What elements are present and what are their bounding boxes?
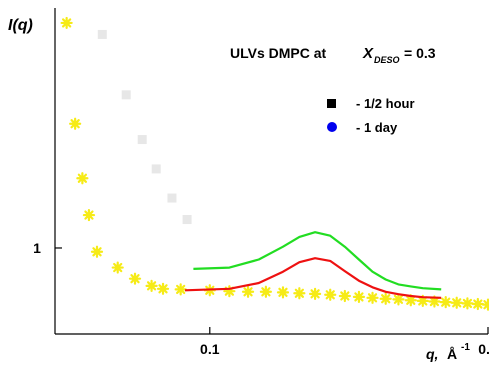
data-point-one-day: [76, 172, 89, 185]
data-point-one-day: [439, 296, 452, 309]
data-point-one-day: [90, 245, 104, 258]
chart-title-variable: X: [362, 45, 374, 62]
data-point-one-day: [174, 283, 187, 296]
data-point-one-day: [338, 289, 351, 303]
data-point-one-day: [69, 117, 82, 130]
data-point-one-day: [145, 279, 158, 292]
chart-title: ULVs DMPC at X DESO = 0.3: [230, 45, 436, 65]
data-point-one-day: [404, 294, 417, 307]
fit-curve-green: [193, 231, 442, 291]
data-point-one-day: [461, 297, 474, 310]
data-point-half-hour: [137, 135, 147, 145]
legend-marker-one-day: [327, 122, 337, 132]
data-point-one-day: [471, 297, 484, 311]
y-tick-label: 1: [33, 240, 41, 256]
data-point-half-hour: [167, 193, 177, 203]
x-axis-label-main: q,: [426, 346, 438, 362]
data-point-one-day: [352, 290, 366, 304]
data-marks: [60, 16, 489, 311]
data-point-one-day: [241, 285, 255, 298]
data-point-one-day: [293, 287, 306, 300]
data-point-one-day: [379, 292, 392, 305]
data-point-half-hour: [97, 29, 107, 39]
data-point-one-day: [450, 296, 463, 309]
data-point-half-hour: [151, 164, 161, 174]
x-axis-label: q, Å -1: [426, 342, 470, 362]
x-tick-label: 0.1: [200, 341, 220, 357]
data-point-one-day: [481, 298, 489, 311]
data-point-one-day: [82, 208, 96, 222]
data-point-half-hour: [182, 215, 192, 225]
data-point-one-day: [156, 282, 170, 295]
y-axis-label: I(q): [8, 17, 33, 34]
data-point-one-day: [111, 261, 124, 274]
data-point-one-day: [60, 16, 73, 30]
legend-marker-half-hour: [327, 99, 336, 108]
legend-label-half-hour: - 1/2 hour: [356, 96, 415, 111]
x-axis-label-exponent: -1: [461, 342, 470, 353]
x-axis-label-unit: Å: [447, 346, 457, 362]
data-point-one-day: [392, 293, 405, 306]
data-point-one-day: [276, 286, 290, 299]
data-point-one-day: [259, 285, 272, 298]
chart-title-prefix: ULVs DMPC at: [230, 45, 327, 61]
data-point-half-hour: [121, 90, 131, 100]
data-point-one-day: [416, 294, 429, 308]
legend: - 1/2 hour - 1 day: [327, 96, 415, 135]
chart-title-subscript: DESO: [374, 55, 400, 65]
data-point-one-day: [308, 287, 322, 300]
data-point-one-day: [428, 295, 441, 308]
x-tick-label: 0.2: [478, 341, 489, 357]
data-point-one-day: [324, 288, 337, 301]
chart-title-suffix: = 0.3: [404, 45, 436, 61]
fit-curves: [184, 231, 442, 299]
data-point-one-day: [366, 291, 379, 304]
fit-curve-red: [184, 257, 442, 299]
data-point-one-day: [128, 272, 142, 285]
axis-ticks: 0.1 0.2 1: [33, 240, 489, 357]
legend-label-one-day: - 1 day: [356, 120, 398, 135]
plot-frame: [54, 8, 488, 335]
